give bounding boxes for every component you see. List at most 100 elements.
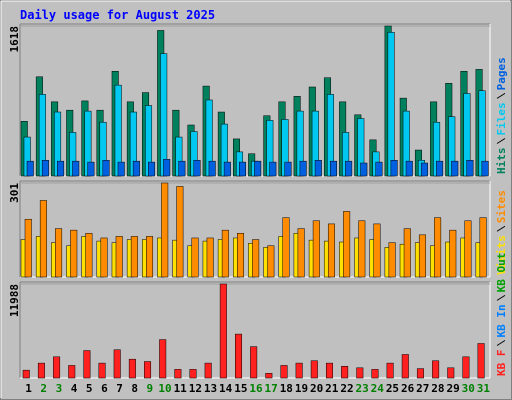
bar [37, 362, 45, 379]
x-tick-label: 7 [116, 382, 123, 395]
x-tick-label: 4 [71, 382, 78, 395]
bar [189, 369, 197, 379]
bar [176, 186, 184, 278]
bar [462, 356, 470, 379]
bar [26, 160, 34, 177]
bar [284, 161, 292, 177]
legend-label: KB F [495, 350, 508, 377]
bar [113, 349, 121, 379]
bar [358, 220, 366, 278]
bar [403, 228, 411, 278]
legend-separator [496, 294, 506, 301]
x-tick-label: 13 [204, 382, 217, 395]
bar [87, 161, 95, 177]
bar [161, 182, 169, 278]
bar [115, 236, 123, 278]
bar [449, 229, 457, 278]
bar [447, 367, 455, 379]
bar [159, 339, 167, 379]
bar [416, 368, 424, 379]
y-tick-label: 1618 [8, 26, 21, 53]
bar [297, 228, 305, 278]
bar [265, 373, 273, 379]
x-tick-label: 25 [386, 382, 399, 395]
x-tick-label: 21 [325, 382, 339, 395]
legend-separator [496, 225, 506, 232]
bar [464, 220, 472, 278]
x-tick-label: 14 [219, 382, 233, 395]
bar [267, 245, 275, 278]
bar [41, 159, 49, 177]
bar [98, 362, 106, 379]
bar [57, 160, 65, 177]
bar [401, 354, 409, 379]
x-tick-label: 3 [56, 382, 63, 395]
x-tick-label: 11 [174, 382, 188, 395]
bar [146, 236, 154, 278]
bar [327, 223, 335, 278]
legend-label: Sites [495, 190, 508, 223]
bar [178, 160, 186, 177]
bar [128, 358, 136, 379]
bar [132, 160, 140, 177]
x-tick-label: 2 [40, 382, 47, 395]
bar [102, 159, 110, 177]
x-tick-label: 6 [101, 382, 108, 395]
bar [191, 237, 199, 278]
bar [481, 160, 489, 177]
bar [434, 217, 442, 278]
legend-label: KB In [495, 304, 508, 337]
bar [329, 160, 337, 177]
x-tick-label: 5 [86, 382, 93, 395]
bar [22, 369, 30, 379]
bar [72, 160, 80, 177]
x-tick-label: 17 [265, 382, 278, 395]
x-tick-label: 24 [371, 382, 385, 395]
bar [343, 211, 351, 278]
x-tick-label: 15 [234, 382, 247, 395]
bar [144, 361, 152, 379]
bar [163, 159, 171, 177]
bar [405, 160, 413, 177]
bar [341, 365, 349, 379]
x-tick-label: 1 [25, 382, 32, 395]
bar [432, 360, 440, 379]
bar [479, 217, 487, 278]
legend-separator [496, 92, 506, 99]
bar [477, 343, 485, 379]
bar [235, 333, 243, 379]
bar [373, 223, 381, 278]
bar [312, 220, 320, 278]
x-tick-label: 27 [416, 382, 429, 395]
x-tick-label: 31 [477, 382, 491, 395]
y-tick-label: 301 [8, 183, 21, 203]
bar [193, 159, 201, 177]
bar [237, 233, 245, 278]
bar [299, 160, 307, 177]
bar [345, 160, 353, 177]
legend-label: Pages [495, 57, 508, 90]
bar [223, 161, 231, 177]
bar [388, 242, 396, 278]
bar [360, 162, 368, 177]
bar [269, 161, 277, 177]
legend-label: KB Out [495, 253, 508, 293]
bar [239, 161, 247, 177]
bar [221, 229, 229, 278]
x-tick-label: 16 [249, 382, 263, 395]
bar [375, 161, 383, 177]
x-tick-label: 29 [446, 382, 459, 395]
bar [310, 360, 318, 379]
bar [295, 362, 303, 379]
x-tick-label: 20 [310, 382, 323, 395]
bar [466, 159, 474, 177]
bar [148, 161, 156, 177]
bar [282, 217, 290, 278]
legend-separator [496, 340, 506, 346]
bar [420, 162, 428, 177]
bar [160, 53, 168, 177]
chart-title: Daily usage for August 2025 [20, 8, 215, 22]
bar [100, 237, 108, 278]
bar [174, 369, 182, 379]
